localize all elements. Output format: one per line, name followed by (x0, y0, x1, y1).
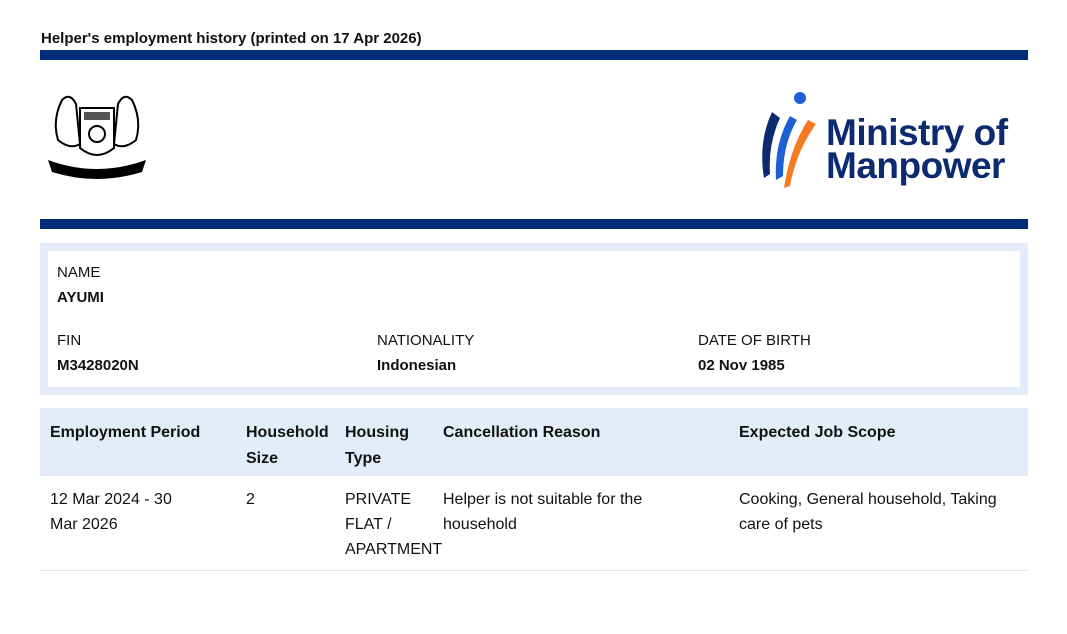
header-divider (40, 50, 1028, 60)
page-title: Helper's employment history (printed on … (41, 30, 422, 47)
col-housing-type: Housing Type (345, 424, 409, 467)
singapore-crest-logo (42, 90, 152, 188)
fin-label: FIN (57, 332, 82, 349)
dob-label: DATE OF BIRTH (698, 332, 811, 349)
col-cancellation-reason: Cancellation Reason (443, 424, 601, 441)
name-label: NAME (57, 264, 101, 281)
dob-value: 02 Nov 1985 (698, 357, 785, 374)
col-expected-job-scope: Expected Job Scope (739, 424, 896, 441)
nationality-label: NATIONALITY (377, 332, 475, 349)
nationality-value: Indonesian (377, 357, 457, 374)
household-size-cell: 2 (246, 491, 255, 508)
job-scope-cell: Cooking, General household, Taking care … (739, 491, 997, 533)
section-divider (40, 219, 1028, 229)
col-household-size: Household Size (246, 424, 329, 467)
housing-type-cell: PRIVATE FLAT / APARTMENT (345, 491, 443, 558)
helper-details-panel: NAME AYUMI FIN M3428020N NATIONALITY Ind… (40, 243, 1028, 395)
cancellation-reason-cell: Helper is not suitable for the household (443, 491, 643, 533)
col-employment-period: Employment Period (50, 424, 201, 441)
table-header: Employment Period Household Size Housing… (40, 408, 1028, 476)
fin-value: M3428020N (57, 357, 139, 374)
employment-period-cell: 12 Mar 2024 - 30 Mar 2026 (50, 491, 172, 533)
ministry-of-manpower-logo: Ministry of Manpower (758, 90, 1008, 190)
name-value: AYUMI (57, 289, 104, 306)
row-divider (40, 570, 1028, 571)
